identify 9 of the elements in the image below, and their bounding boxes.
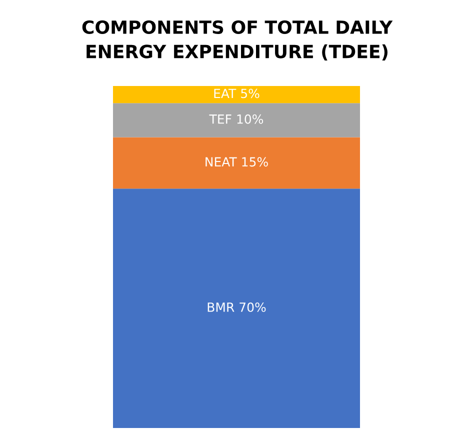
data-label: NEAT 15% [206,157,268,167]
bar [113,137,360,189]
data-label: EAT 5% [214,88,260,98]
chart-title: COMPONENTS OF TOTAL DAILY ENERGY EXPENDITURE (TDEE) [82,20,393,60]
bar [113,86,360,104]
bar [113,103,360,138]
data-label: TEF 10% [209,114,264,124]
data-label: BMR 70% [208,302,266,312]
bar [113,188,360,428]
